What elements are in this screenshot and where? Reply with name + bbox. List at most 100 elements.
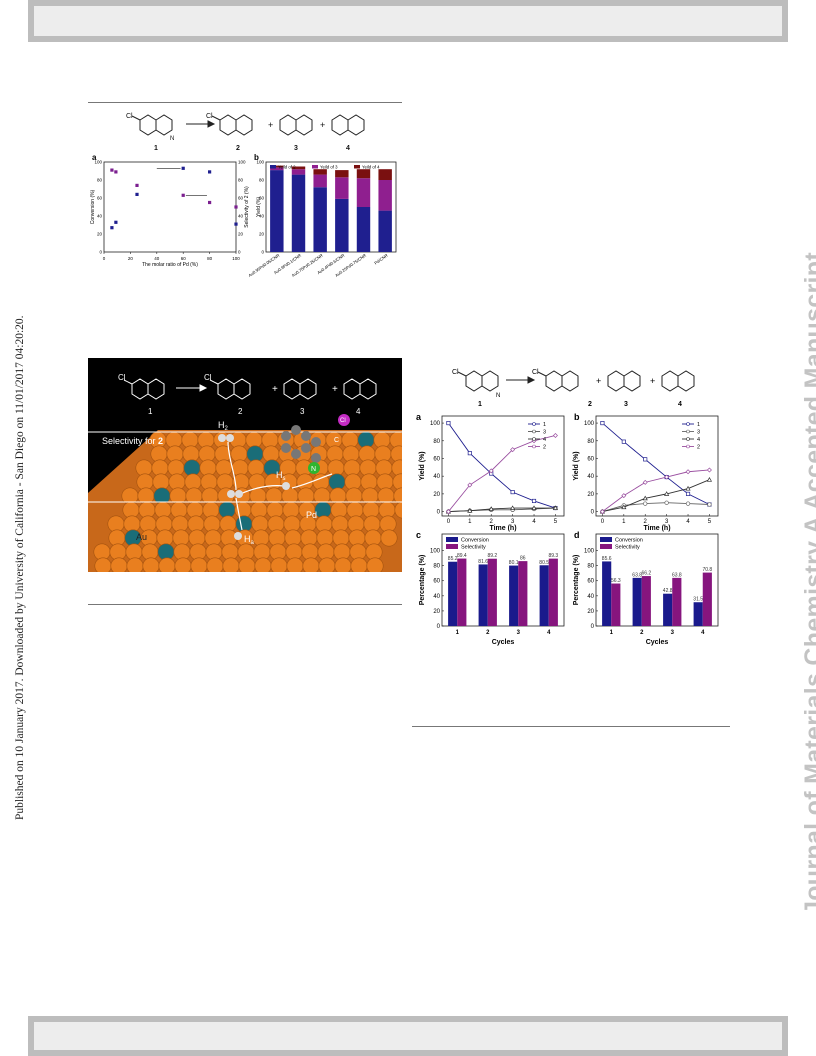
fig2-label-4: 4 [678, 401, 682, 408]
fig1a-y2tick-label: 40 [238, 214, 244, 219]
fig1b-ytick-label: 40 [259, 214, 265, 219]
fig2b-ytick-label: 20 [587, 492, 594, 498]
fig2c-bar [548, 558, 558, 626]
fig2d-ytick-label: 20 [587, 609, 594, 615]
fig2c-bar [448, 561, 458, 626]
fig2d-ytick-label: 40 [587, 594, 594, 600]
fig1b-bar [313, 174, 327, 188]
fig1b-bar [378, 210, 392, 252]
fig2b-point [642, 479, 648, 485]
fig2b-point [621, 439, 626, 444]
fig2b-legend-marker [686, 422, 690, 426]
fig1b-legend-label: Yeild of 2 [278, 165, 296, 170]
fig2-label-2: 2 [588, 401, 592, 408]
fig1b-bar [270, 170, 284, 252]
fig2d-bar [672, 577, 682, 626]
fig2b-series-line [602, 502, 710, 513]
figure1-top-rule [88, 102, 402, 103]
fig2b-series-line [602, 479, 710, 513]
fig2a-frame [441, 415, 565, 517]
fig2a-xtick-label: 1 [468, 519, 472, 525]
fig2-reaction-scheme [457, 370, 695, 392]
fig1a-ytick-label: 20 [97, 232, 103, 237]
fig2d-bar [602, 561, 612, 626]
fig2a-legend-marker [532, 437, 536, 441]
fig1b-ytick-label: 100 [256, 160, 264, 165]
toc-atom [238, 557, 256, 572]
toc-atom [94, 557, 112, 572]
fig2d-xtick-label: 4 [701, 630, 705, 636]
fig1b-bar [291, 174, 306, 252]
fig1b-bar [378, 169, 392, 180]
toc-atom [286, 557, 304, 572]
fig2d-ylabel: Percentage (%) [573, 555, 580, 606]
cl-atom [338, 414, 350, 426]
fig2c-bar-label: 80.5 [539, 560, 549, 566]
fig1b-ytick-label: 0 [261, 250, 264, 255]
fig2-cl-2: Cl [532, 369, 539, 376]
fig2c-xtick-label: 1 [456, 630, 460, 636]
toc-atom [222, 557, 240, 572]
toc-atom [366, 557, 384, 572]
toc-label-2: 2 [238, 407, 243, 416]
fig2a-legend-marker [532, 422, 536, 426]
fig2b-xtick-label: 5 [708, 519, 712, 525]
toc-cl-atom-label: Cl [340, 418, 346, 424]
fig2c-ytick-label: 0 [437, 624, 441, 630]
fig2a-point [552, 432, 558, 438]
fig2d-xtick-label: 1 [610, 630, 614, 636]
fig2b-point [621, 504, 627, 510]
fig1b-bar [356, 169, 371, 179]
fig2-panel-a-letter: a [416, 412, 422, 422]
fig2a-series-line [448, 507, 556, 513]
fig1a-ytick-label: 100 [94, 160, 102, 165]
fig2a-xtick-label: 3 [511, 519, 515, 525]
toc-reaction-scheme [123, 378, 377, 400]
toc-bottom-rule [88, 604, 402, 605]
fig1b-legend-swatch [312, 165, 318, 169]
fig2a-legend-label: 4 [543, 437, 546, 443]
fig2a-point [445, 509, 451, 515]
fig2c-legend-swatch [446, 537, 458, 542]
plus-1: + [268, 120, 273, 130]
toc-atom [142, 557, 160, 572]
fig2c-bar-label: 89.3 [548, 553, 558, 559]
ha-label: Ha [244, 534, 255, 546]
fig2b-point [643, 457, 648, 462]
fig2b-point [600, 421, 605, 426]
fig1a-xtick-label: 100 [232, 256, 240, 261]
fig2d-legend-swatch [600, 537, 612, 542]
fig2c-ylabel: Percentage (%) [419, 555, 426, 606]
molecule-4 [331, 114, 365, 136]
fig2a-series-line [448, 435, 556, 512]
fig2a-legend-label: 3 [543, 430, 546, 436]
toc-atom [302, 557, 320, 572]
h2-label: H2 [218, 420, 229, 432]
fig2a-xtick-label: 4 [532, 519, 536, 525]
fig2d-ytick-label: 60 [587, 579, 594, 585]
fig1a-ytick-label: 40 [97, 214, 103, 219]
hs-label: Hs [276, 470, 286, 482]
fig1a-point [234, 205, 238, 209]
fig2b-point [642, 495, 648, 501]
fig2d-ytick-label: 0 [591, 624, 595, 630]
fig2a-point [510, 447, 516, 453]
fig1b-bar [313, 187, 327, 252]
fig1a-y2tick-label: 100 [238, 160, 246, 165]
fig2a-point [531, 505, 537, 510]
publication-notice: Published on 10 January 2017. Downloaded… [14, 315, 26, 820]
toc-atom [380, 529, 398, 547]
chart-fig2c: 0 20 40 60 80 100 85.289.4 1 81.689.2 2 80.186 3 80.… [430, 537, 558, 636]
fig2-n-1: N [496, 393, 500, 399]
fig1b-legend-swatch [354, 165, 360, 169]
fig1a-point [114, 220, 118, 224]
figure2-bottom-rule [412, 726, 730, 727]
fig2c-bar-label: 86 [520, 556, 526, 562]
fig2c-frame [441, 533, 565, 627]
fig2a-ylabel: Yield (%) [419, 451, 426, 480]
fig2c-bar [509, 565, 519, 626]
fig1b-bar [335, 198, 349, 252]
toc-atom [126, 557, 144, 572]
fig2b-legend-marker [686, 437, 690, 441]
